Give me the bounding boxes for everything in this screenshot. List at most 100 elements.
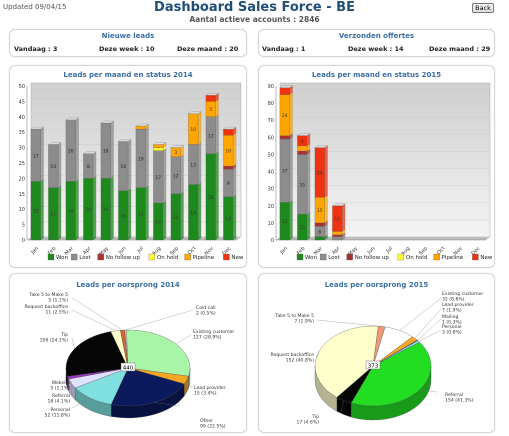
bar-side — [57, 185, 62, 241]
bar-side — [57, 142, 62, 188]
pie-label-name: Request backoffice — [271, 352, 315, 358]
bar-segment-pipeline — [297, 145, 308, 152]
x-tick-label: Sep — [418, 246, 429, 257]
pie-label-name: Take 5 to Make 5 — [274, 313, 314, 319]
legend-swatch-pipeline — [433, 253, 440, 261]
bar-data-label: 19 — [68, 209, 74, 215]
pie-label-name: Existing customer — [193, 329, 234, 335]
bar-data-label: 15 — [299, 225, 305, 231]
y-tick-label: 50 — [19, 84, 25, 90]
bar-chart-2015: 0 10 20 30 40 50 60 70 80 90 22 37 24 Jan 15 35 6 Feb 6 15 2… — [268, 82, 493, 261]
pie-label-value: 15 (3.4%) — [194, 391, 217, 397]
bar-data-label: 37 — [282, 169, 288, 175]
pie-label-value: 3 (0.8%) — [442, 330, 462, 336]
pie-label-leader — [67, 377, 73, 383]
pie-chart-2015-panel: Leads per oorsprong 2015 373 Existing cus… — [258, 273, 495, 433]
bar-data-label: 19 — [33, 209, 39, 215]
legend-swatch-new — [223, 253, 230, 261]
legend-label: Lost — [328, 255, 340, 261]
pie-label-leader — [71, 309, 116, 331]
x-tick-label: Mar — [64, 245, 76, 257]
x-tick-label: Dec — [221, 246, 232, 257]
pie-label-value: 106 (24.1%) — [40, 338, 69, 344]
pie-label-name: Referral — [445, 392, 463, 398]
x-tick-label: Jun — [117, 246, 127, 256]
pie-label-leader — [316, 351, 320, 359]
x-tick-label: Jan — [278, 246, 288, 256]
pie-label-leader — [153, 402, 181, 407]
bar-data-label: 12 — [208, 133, 214, 139]
pie-chart-2015-title: Leads per oorsprong 2015 — [324, 281, 429, 289]
pie-label-leader — [71, 398, 91, 409]
bar-top — [118, 139, 132, 142]
y-tick-label: 90 — [268, 84, 274, 90]
bar-top — [297, 133, 311, 136]
bar-data-label: 17 — [155, 175, 161, 181]
bar-segment-on-hold — [153, 147, 164, 151]
bar-side — [306, 133, 311, 147]
x-tick-label: Feb — [296, 246, 307, 257]
bar-side — [341, 203, 346, 232]
pie-label-name: Take 5 to Make 5 — [28, 292, 68, 298]
x-tick-label: Oct — [436, 246, 446, 256]
active-accounts-count: Aantal actieve accounts : 2846 — [189, 15, 320, 24]
bar-data-label: 10 — [190, 127, 196, 133]
y-tick-label: 60 — [268, 135, 274, 141]
new-leads-month: Deze maand : 20 — [177, 45, 239, 53]
y-tick-label: 20 — [268, 204, 274, 210]
back-button[interactable]: Back — [472, 3, 494, 13]
x-tick-label: Apr — [331, 245, 342, 256]
y-tick-label: 45 — [19, 99, 25, 105]
pie-label-name: Tip — [311, 414, 319, 420]
bar-top — [30, 127, 44, 130]
pie-label-name: Mailing — [442, 314, 459, 320]
x-tick-label: Aug — [151, 246, 162, 257]
legend-label: New — [480, 255, 492, 261]
bar-data-label: 13 — [190, 163, 196, 169]
pie-label-value: 5 (1.1%) — [48, 298, 68, 304]
sent-quotes-week: Deze week : 14 — [348, 45, 404, 53]
bar-side — [197, 142, 202, 185]
bar-top — [83, 151, 97, 154]
bar-segment-no-follow-up — [223, 165, 234, 170]
pie-slice-tip — [65, 331, 129, 377]
legend-swatch-lost — [71, 253, 78, 261]
plot-floor — [27, 237, 241, 240]
bar-side — [324, 224, 328, 237]
bar-side — [127, 139, 132, 191]
bar-data-label: 22 — [282, 219, 288, 225]
bar-side — [197, 182, 202, 241]
legend-label: No follow up — [355, 255, 390, 261]
bar-segment-lost — [332, 236, 343, 241]
bar-data-label: 18 — [190, 210, 196, 216]
legend-label: New — [231, 255, 243, 261]
bar-side — [40, 126, 44, 182]
bar-side — [110, 120, 114, 179]
bar-side — [162, 148, 167, 204]
bar-data-label: 24 — [282, 113, 288, 119]
bar-data-label: 14 — [50, 164, 56, 170]
bar-side — [215, 99, 219, 117]
legend-swatch-lost — [320, 253, 327, 261]
bar-data-label: 9 — [227, 181, 230, 187]
sent-quotes-today: Vandaag : 1 — [262, 45, 306, 53]
legend-label: Won — [305, 255, 317, 261]
x-tick-label: Jan — [29, 246, 39, 256]
bar-top — [314, 145, 328, 148]
pie-label-leader — [186, 380, 193, 389]
bar-data-label: 12 — [173, 173, 179, 179]
pie-label-value: 154 (41.3%) — [445, 398, 474, 404]
legend-label: Lost — [79, 255, 91, 261]
pie-total-label: 440 — [123, 366, 134, 372]
pie-chart-2014-panel: Leads per oorsprong 2014 440 Cold call 2 (… — [9, 273, 247, 433]
y-tick-label: 30 — [19, 146, 25, 152]
y-tick-label: 80 — [268, 101, 274, 107]
pie-label-value: 7 (1.9%) — [442, 308, 462, 314]
legend-label: Won — [56, 255, 68, 261]
bar-segment-pipeline — [153, 144, 164, 148]
x-tick-label: Nov — [453, 246, 464, 257]
bar-segment-no-follow-up — [332, 234, 343, 237]
bar-top — [100, 120, 114, 124]
y-tick-label: 25 — [19, 161, 25, 167]
y-tick-label: 50 — [268, 152, 274, 158]
